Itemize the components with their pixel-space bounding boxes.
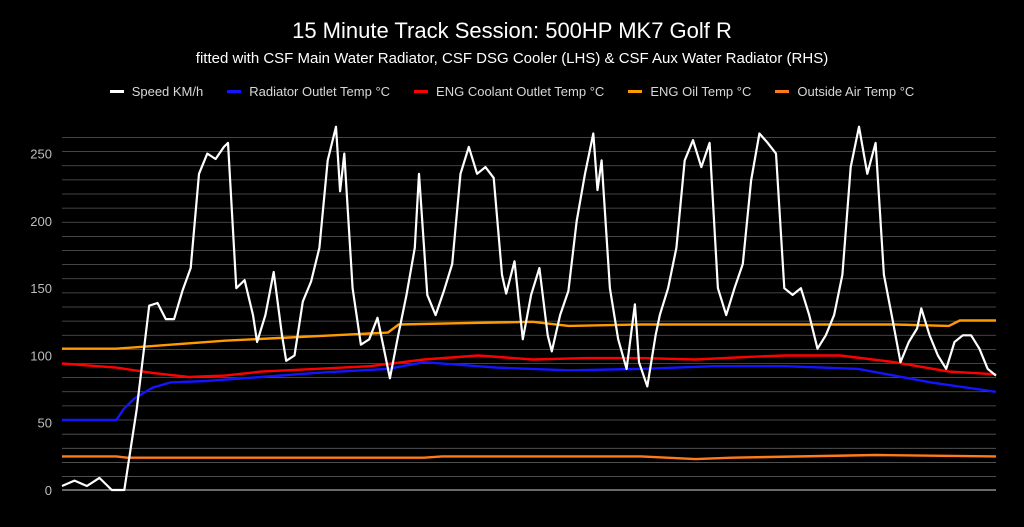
series-line-eng-coolant-outlet-temp-c [61,354,997,379]
series-line-speed-km-h [61,125,997,492]
legend-swatch-outside-air [775,90,790,93]
legend-label-radiator-outlet: Radiator Outlet Temp °C [249,84,391,99]
y-tick-labels: 0 50 100 150 200 250 [30,147,52,498]
legend-label-outside-air: Outside Air Temp °C [797,84,915,99]
y-tick-label: 250 [30,147,52,162]
legend-item-speed: Speed KM/h [109,84,204,99]
y-tick-label: 100 [30,348,52,363]
series-line-radiator-outlet-temp-c [62,361,997,422]
chart-subtitle: fitted with CSF Main Water Radiator, CSF… [195,50,829,67]
series-layer [61,125,997,492]
chart-title: 15 Minute Track Session: 500HP MK7 Golf … [292,18,732,43]
legend: Speed KM/h Radiator Outlet Temp °C ENG C… [0,84,1024,99]
legend-swatch-oil-temp [628,90,643,93]
y-tick-label: 0 [45,483,52,498]
legend-item-coolant-outlet: ENG Coolant Outlet Temp °C [414,84,604,99]
series-line-outside-air-temp-c [62,453,997,461]
grid-layer [62,137,996,491]
legend-item-outside-air: Outside Air Temp °C [775,84,914,99]
series-line-eng-oil-temp-c [62,319,996,350]
legend-swatch-radiator-outlet [227,90,242,93]
legend-label-oil-temp: ENG Oil Temp °C [650,84,752,99]
legend-label-coolant-outlet: ENG Coolant Outlet Temp °C [436,84,605,99]
y-tick-label: 150 [30,281,52,296]
legend-swatch-coolant-outlet [414,90,429,93]
legend-item-radiator-outlet: Radiator Outlet Temp °C [227,84,390,99]
y-tick-label: 200 [30,214,52,229]
legend-swatch-speed [109,90,124,93]
legend-item-oil-temp: ENG Oil Temp °C [628,84,751,99]
y-tick-label: 50 [38,416,52,431]
legend-label-speed: Speed KM/h [131,84,204,99]
